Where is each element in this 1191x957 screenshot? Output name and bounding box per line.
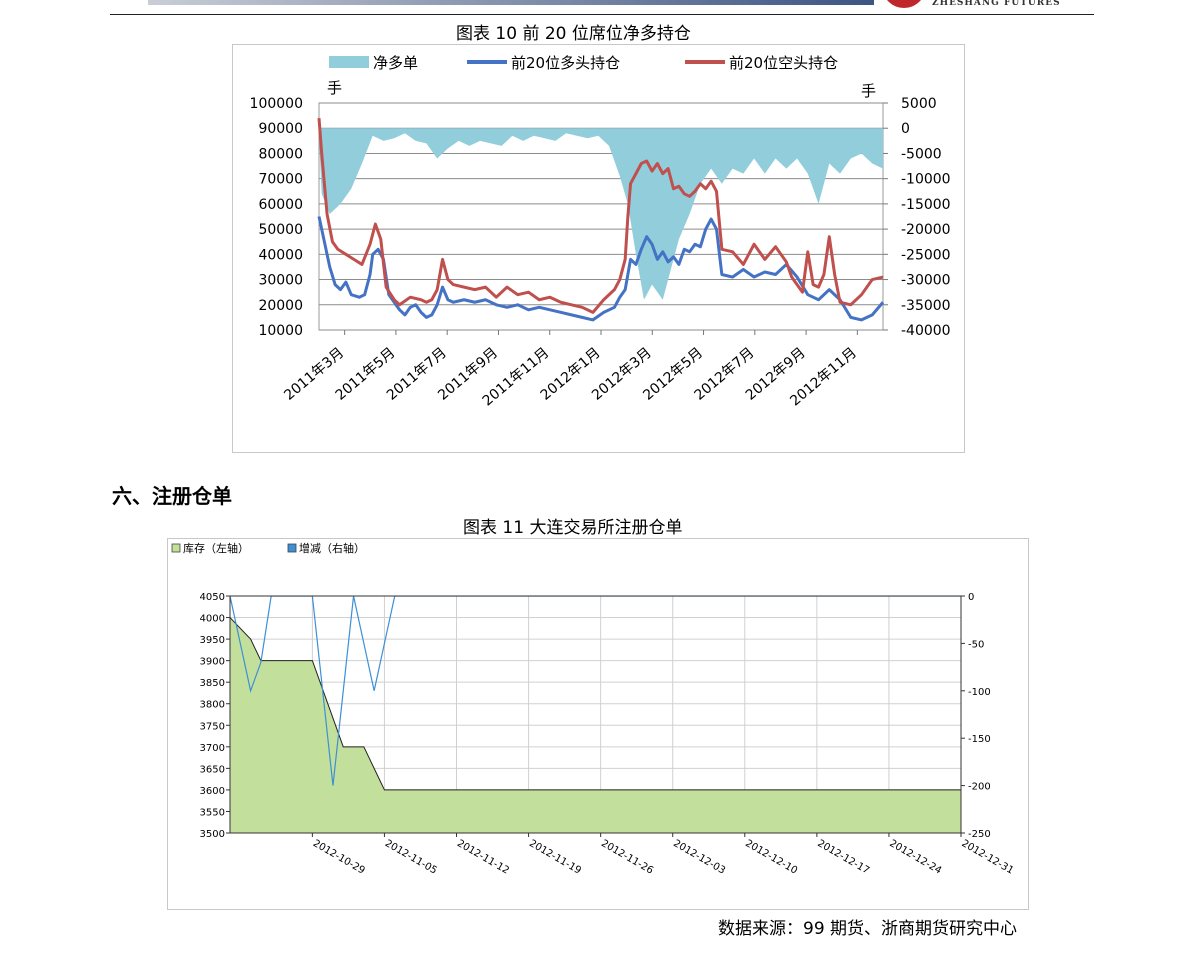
x-axis-tick-label: 2012-12-24 bbox=[887, 838, 943, 877]
x-axis-tick-label: 2012-10-29 bbox=[311, 838, 367, 877]
net-long-position-svg: 1000009000080000700006000050000400003000… bbox=[250, 54, 951, 409]
registered-warrants-svg: 4050 4000 3950 3900 3850 3800 3750 3700 3650 3600… bbox=[171, 541, 1016, 877]
left-axis-tick-label: 100000 bbox=[250, 96, 303, 112]
right-axis-tick-label: 5000 bbox=[901, 96, 937, 112]
registered-warrants-chart: 4050 4000 3950 3900 3850 3800 3750 3700 3650 3600… bbox=[167, 538, 1029, 910]
right-axis-tick-label: -150 bbox=[968, 734, 991, 745]
left-axis-tick-label: 3550 bbox=[200, 807, 225, 818]
left-axis-tick-label: 30000 bbox=[258, 273, 303, 289]
left-axis-tick-label: 3500 bbox=[200, 829, 225, 840]
company-logo-mark bbox=[882, 0, 926, 8]
left-axis-tick-label: 50000 bbox=[258, 222, 303, 238]
header-band bbox=[148, 0, 874, 5]
legend-swatch-change bbox=[287, 543, 297, 553]
left-axis-tick-label: 60000 bbox=[258, 197, 303, 213]
legend-swatch-net-long bbox=[329, 56, 369, 68]
left-axis-tick-label: 70000 bbox=[258, 172, 303, 188]
right-axis-tick-label: -25000 bbox=[901, 247, 951, 263]
x-axis-tick-label: 2012-11-05 bbox=[383, 838, 439, 877]
header-rule bbox=[110, 14, 1094, 15]
left-axis-tick-label: 3950 bbox=[200, 635, 225, 646]
legend-swatch-inventory bbox=[171, 543, 181, 553]
series-inventory-line bbox=[229, 617, 961, 791]
left-axis-tick-label: 90000 bbox=[258, 121, 303, 137]
series-top20-short-line bbox=[317, 118, 884, 314]
x-axis-tick-label: 2012-12-03 bbox=[671, 838, 727, 877]
right-axis-tick-label: 0 bbox=[901, 121, 910, 137]
right-axis-tick-label: -40000 bbox=[901, 323, 951, 339]
right-axis-unit: 手 bbox=[861, 82, 876, 100]
left-axis-tick-label: 4050 bbox=[200, 592, 225, 603]
x-axis-tick-label: 2012-11-19 bbox=[527, 838, 583, 877]
left-axis-tick-label: 40000 bbox=[258, 247, 303, 263]
left-axis-tick-label: 20000 bbox=[258, 298, 303, 314]
series-change-line bbox=[230, 596, 961, 786]
right-axis-tick-label: -200 bbox=[968, 782, 991, 793]
left-axis-tick-label: 3800 bbox=[200, 700, 225, 711]
data-source-note: 数据来源：99 期货、浙商期货研究中心 bbox=[718, 919, 1018, 939]
left-axis-tick-label: 3650 bbox=[200, 764, 225, 775]
company-logo-text: ZHESHANG FUTURES bbox=[932, 0, 1061, 8]
right-axis-tick-label: -10000 bbox=[901, 172, 951, 188]
right-axis-tick-label: 0 bbox=[968, 592, 974, 603]
figure10-caption: 图表 10 前 20 位席位净多持仓 bbox=[456, 24, 691, 44]
net-long-position-chart: 100000 90000 80000 70000 60000 50000 40000 3000… bbox=[232, 44, 965, 453]
right-axis-tick-label: -250 bbox=[968, 829, 991, 840]
left-axis-tick-label: 3600 bbox=[200, 786, 225, 797]
right-axis-tick-label: -30000 bbox=[901, 273, 951, 289]
right-axis-tick-label: -5000 bbox=[901, 146, 942, 162]
legend-label: 前20位多头持仓 bbox=[511, 54, 620, 72]
right-axis-tick-label: -50 bbox=[968, 639, 984, 650]
legend-label: 前20位空头持仓 bbox=[729, 54, 838, 72]
x-axis-tick-label: 2012-11-26 bbox=[599, 838, 655, 877]
left-axis-tick-label: 3700 bbox=[200, 743, 225, 754]
legend-label: 净多单 bbox=[373, 54, 418, 72]
series-net-long-area bbox=[319, 128, 883, 300]
legend-label: 增减（右轴） bbox=[299, 541, 365, 555]
left-axis-tick-label: 10000 bbox=[258, 323, 303, 339]
x-axis-tick-label: 2012-12-31 bbox=[960, 838, 1016, 877]
x-axis-tick-label: 2012-12-10 bbox=[743, 838, 799, 877]
right-axis-tick-label: -20000 bbox=[901, 222, 951, 238]
right-axis-tick-label: -100 bbox=[968, 687, 991, 698]
x-axis-tick-label: 2012-11-12 bbox=[455, 838, 511, 877]
left-axis-tick-label: 80000 bbox=[258, 146, 303, 162]
legend-label: 库存（左轴） bbox=[183, 541, 249, 555]
left-axis-tick-label: 4000 bbox=[200, 614, 225, 625]
left-axis-tick-label: 3900 bbox=[200, 657, 225, 668]
left-axis-unit: 手 bbox=[327, 79, 342, 97]
x-axis-tick-label: 2012-12-17 bbox=[815, 838, 871, 877]
left-axis-tick-label: 3850 bbox=[200, 678, 225, 689]
figure11-caption: 图表 11 大连交易所注册仓单 bbox=[463, 518, 683, 538]
left-axis-tick-label: 3750 bbox=[200, 721, 225, 732]
section-heading: 六、注册仓单 bbox=[112, 484, 232, 508]
right-axis-tick-label: -15000 bbox=[901, 197, 951, 213]
right-axis-tick-label: -35000 bbox=[901, 298, 951, 314]
